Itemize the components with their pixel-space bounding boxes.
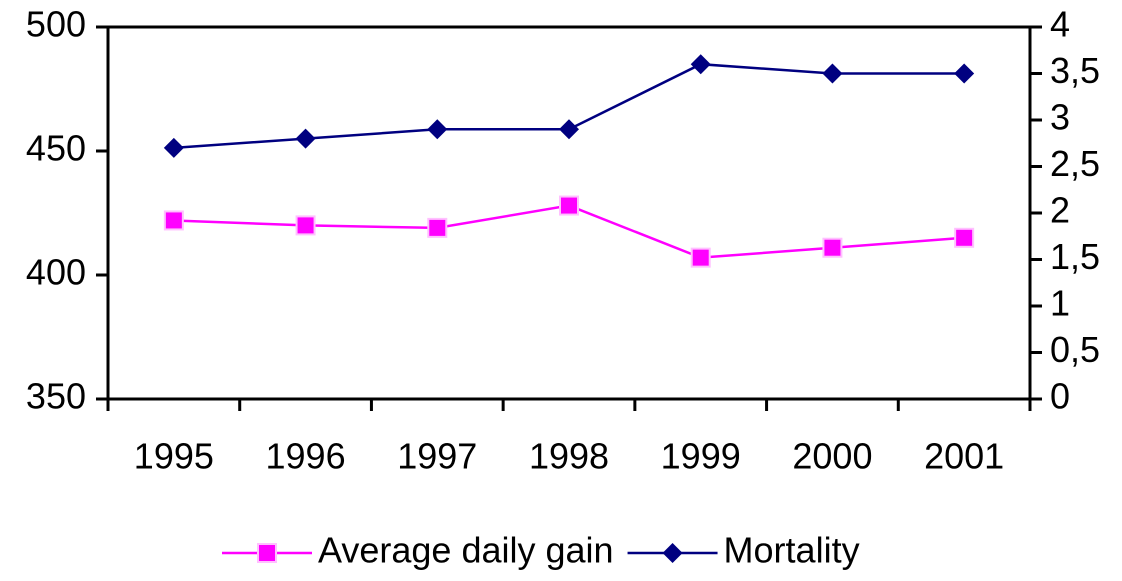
point bbox=[822, 63, 843, 84]
point bbox=[822, 237, 843, 258]
y-tick-label: 500 bbox=[26, 4, 86, 45]
y2-tick-label: 0,5 bbox=[1050, 329, 1100, 370]
legend-label: Average daily gain bbox=[318, 530, 614, 571]
y-tick-label: 400 bbox=[26, 252, 86, 293]
point bbox=[690, 54, 711, 75]
point bbox=[163, 137, 184, 158]
x-tick-label: 1997 bbox=[397, 436, 477, 477]
point bbox=[690, 247, 711, 268]
point bbox=[954, 227, 975, 248]
y-tick-label: 350 bbox=[26, 376, 86, 417]
y2-tick-label: 2 bbox=[1050, 190, 1070, 231]
y2-tick-label: 1 bbox=[1050, 283, 1070, 324]
point bbox=[427, 217, 448, 238]
x-tick-label: 1995 bbox=[134, 436, 214, 477]
point bbox=[295, 128, 316, 149]
y2-tick-label: 0 bbox=[1050, 376, 1070, 417]
point bbox=[954, 63, 975, 84]
x-tick-label: 2000 bbox=[792, 436, 872, 477]
y2-tick-label: 2,5 bbox=[1050, 143, 1100, 184]
point bbox=[427, 119, 448, 140]
point bbox=[295, 215, 316, 236]
y2-tick-label: 3 bbox=[1050, 97, 1070, 138]
y-tick-label: 450 bbox=[26, 128, 86, 169]
x-tick-label: 2001 bbox=[924, 436, 1004, 477]
y2-tick-label: 3,5 bbox=[1050, 50, 1100, 91]
x-tick-label: 1998 bbox=[529, 436, 609, 477]
point bbox=[559, 195, 579, 216]
point bbox=[163, 210, 184, 231]
point bbox=[559, 119, 579, 140]
legend-label: Mortality bbox=[724, 530, 860, 571]
x-tick-label: 1999 bbox=[661, 436, 741, 477]
legend-marker bbox=[662, 543, 683, 563]
y2-tick-label: 4 bbox=[1050, 4, 1070, 45]
x-tick-label: 1996 bbox=[266, 436, 346, 477]
y2-tick-label: 1,5 bbox=[1050, 236, 1100, 277]
legend-marker bbox=[257, 543, 277, 563]
